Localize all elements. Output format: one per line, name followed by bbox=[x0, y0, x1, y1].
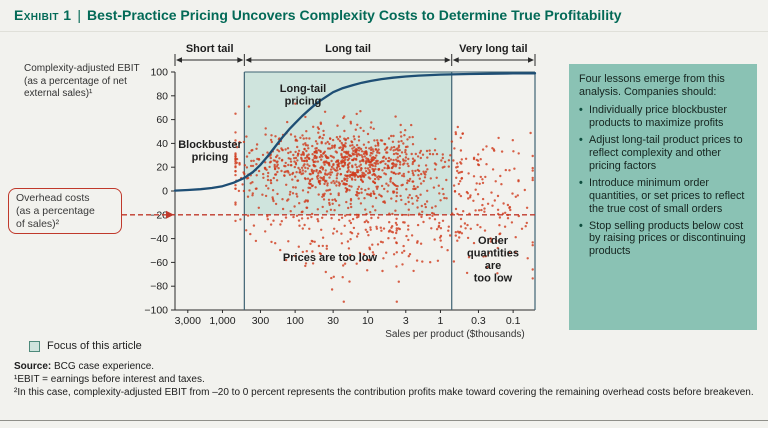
arrow-right-icon bbox=[237, 57, 244, 63]
source-text: BCG case experience. bbox=[54, 361, 155, 372]
x-tick-label: 3,000 bbox=[175, 315, 201, 327]
y-tick-label: −80 bbox=[150, 281, 168, 293]
arrow-right-icon bbox=[528, 57, 534, 63]
source-note: Source: BCG case experience. bbox=[14, 360, 756, 373]
exhibit-number: Exhibit 1 bbox=[14, 7, 72, 23]
segment-label: Long tail bbox=[325, 43, 371, 55]
footnote-1: ¹EBIT = earnings before interest and tax… bbox=[14, 374, 205, 386]
focus-region-swatch bbox=[29, 340, 40, 352]
arrow-left-icon bbox=[176, 57, 182, 63]
scatter-points bbox=[234, 102, 534, 303]
lesson-item-1: • Individually price blockbuster products… bbox=[579, 104, 747, 130]
long-tail-pricing-label: pricing bbox=[285, 96, 322, 108]
y-tick-label: 100 bbox=[150, 67, 168, 79]
arrow-left-icon bbox=[452, 57, 459, 63]
x-tick-label: 1,000 bbox=[209, 315, 235, 327]
x-tick-label: 300 bbox=[252, 315, 270, 327]
bullet-icon: • bbox=[579, 219, 583, 232]
x-tick-label: 3 bbox=[403, 315, 409, 327]
y-tick-label: 0 bbox=[162, 186, 168, 198]
lessons-list: • Individually price blockbuster products… bbox=[579, 104, 747, 258]
y-tick-label: −40 bbox=[150, 233, 168, 245]
order-quantities-too-low-label: Order bbox=[478, 235, 509, 247]
y-axis-label: Complexity-adjusted EBIT (as a percentag… bbox=[24, 63, 140, 99]
y-tick-label: −60 bbox=[150, 257, 168, 269]
prices-too-low-label: Prices are too low bbox=[283, 252, 378, 264]
order-quantities-too-low-label: quantities bbox=[467, 248, 519, 260]
bullet-icon: • bbox=[579, 133, 583, 146]
y-tick-label: 80 bbox=[156, 90, 168, 102]
lesson-text: Adjust long-tail product prices to refle… bbox=[589, 133, 743, 172]
y-tick-label: 60 bbox=[156, 114, 168, 126]
footnote-2: ²In this case, complexity-adjusted EBIT … bbox=[14, 387, 754, 399]
exhibit-title: Best-Practice Pricing Uncovers Complexit… bbox=[87, 7, 622, 23]
x-tick-label: 100 bbox=[286, 315, 304, 327]
title-separator: | bbox=[77, 7, 82, 23]
arrow-left-icon bbox=[245, 57, 252, 63]
x-axis-title: Sales per product ($thousands) bbox=[385, 329, 525, 340]
lesson-text: Introduce minimum order quantities, or s… bbox=[589, 176, 745, 215]
segment-label: Very long tail bbox=[459, 43, 527, 55]
lesson-item-2: • Adjust long-tail product prices to refl… bbox=[579, 134, 747, 173]
source-label: Source: bbox=[14, 361, 52, 372]
order-quantities-too-low-label: too low bbox=[474, 273, 513, 285]
lesson-text: Individually price blockbuster products … bbox=[589, 103, 728, 129]
bottom-rule bbox=[0, 420, 768, 421]
legend: Focus of this article bbox=[29, 340, 142, 352]
lessons-intro: Four lessons emerge from this analysis. … bbox=[579, 73, 725, 98]
bullet-icon: • bbox=[579, 176, 583, 189]
x-tick-label: 0.1 bbox=[506, 315, 521, 327]
overhead-arrow-icon bbox=[166, 210, 174, 219]
lesson-item-4: • Stop selling products below cost by rai… bbox=[579, 220, 747, 259]
overhead-costs-callout: Overhead costs (as a percentage of sales… bbox=[8, 188, 122, 235]
segment-label: Short tail bbox=[186, 43, 234, 55]
y-tick-label: −100 bbox=[144, 305, 168, 317]
blockbuster-pricing-label: pricing bbox=[192, 152, 229, 164]
y-tick-label: 40 bbox=[156, 138, 168, 150]
blockbuster-pricing-label: Blockbuster bbox=[178, 139, 242, 151]
long-tail-pricing-label: Long-tail bbox=[280, 83, 326, 95]
cumulative-curve bbox=[173, 72, 537, 192]
y-tick-label: −20 bbox=[150, 209, 168, 221]
exhibit-header: Exhibit 1 | Best-Practice Pricing Uncovers… bbox=[14, 7, 622, 23]
legend-label: Focus of this article bbox=[47, 340, 142, 352]
header-rule bbox=[0, 31, 768, 32]
x-tick-label: 30 bbox=[327, 315, 339, 327]
lesson-text: Stop selling products below cost by rais… bbox=[589, 219, 746, 258]
x-tick-label: 1 bbox=[438, 315, 444, 327]
focus-region bbox=[244, 72, 452, 215]
footnotes: Source: BCG case experience. ¹EBIT = ear… bbox=[14, 360, 756, 400]
lesson-item-3: • Introduce minimum order quantities, or … bbox=[579, 177, 747, 216]
y-tick-label: 20 bbox=[156, 162, 168, 174]
order-quantities-too-low-label: are bbox=[485, 260, 502, 272]
x-tick-label: 10 bbox=[362, 315, 374, 327]
x-tick-label: 0.3 bbox=[471, 315, 486, 327]
arrow-right-icon bbox=[444, 57, 451, 63]
lessons-panel: Four lessons emerge from this analysis. … bbox=[569, 64, 757, 330]
bullet-icon: • bbox=[579, 103, 583, 116]
